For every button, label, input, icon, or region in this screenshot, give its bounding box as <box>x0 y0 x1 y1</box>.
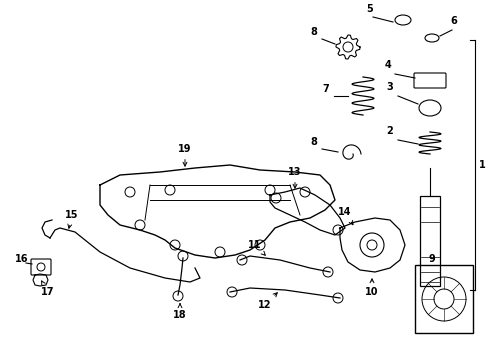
Text: 14: 14 <box>338 207 353 225</box>
Bar <box>420 196 440 286</box>
Text: 18: 18 <box>173 304 187 320</box>
Text: 5: 5 <box>367 4 373 14</box>
Bar <box>415 265 473 333</box>
Text: 8: 8 <box>311 27 318 37</box>
Text: 6: 6 <box>451 16 457 26</box>
Text: 13: 13 <box>288 167 302 188</box>
Text: 8: 8 <box>311 137 318 147</box>
Text: 7: 7 <box>322 84 329 94</box>
Text: 12: 12 <box>258 293 277 310</box>
Text: 11: 11 <box>248 240 265 255</box>
Text: 1: 1 <box>479 160 486 170</box>
Text: 3: 3 <box>387 82 393 92</box>
Text: 10: 10 <box>365 279 379 297</box>
Text: 9: 9 <box>429 254 436 264</box>
Text: 19: 19 <box>178 144 192 166</box>
Text: 17: 17 <box>41 281 55 297</box>
Text: 4: 4 <box>385 60 392 70</box>
Text: 15: 15 <box>65 210 79 228</box>
Text: 2: 2 <box>387 126 393 136</box>
Text: 16: 16 <box>15 254 29 264</box>
